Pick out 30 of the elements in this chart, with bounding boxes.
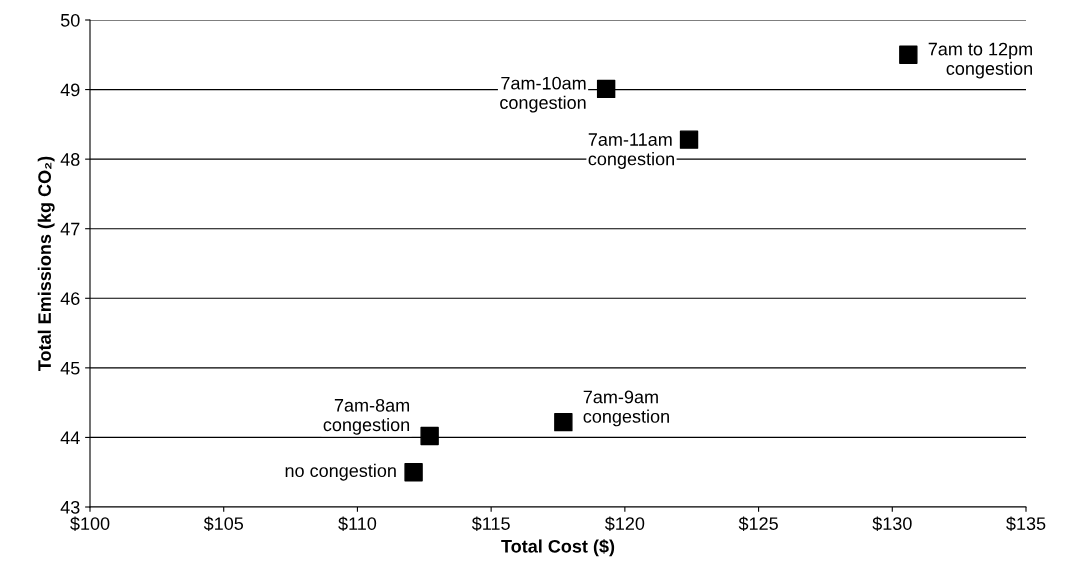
point [596,79,616,99]
annotation: 7am-10am congestion [500,76,586,113]
y-tick-label: 49 [60,83,80,97]
x-tick-label: $110 [338,516,377,532]
y-tick-label: 45 [60,361,80,375]
point [554,412,573,432]
annotation: 7am to 12pm congestion [928,42,1032,79]
x-tick-label: $115 [471,516,510,532]
y-tick-label: 43 [60,500,80,514]
x-tick-label: $135 [1006,516,1046,532]
y-tick-label: 50 [60,13,80,27]
x-tick-label: $105 [203,516,244,532]
y-tick-label: 47 [60,222,80,236]
x-tick-label: $125 [738,516,778,532]
y-tick-label: 46 [60,292,80,306]
annotation: 7am-11am congestion [588,133,674,169]
y-tick-label: 48 [60,153,80,166]
x-tick-label: $130 [872,516,912,532]
x-tick-label: $120 [604,516,645,532]
point [420,426,439,446]
x-axis-title: Total Cost ($) [501,539,615,557]
point [899,45,918,64]
point [404,463,423,482]
annotation: 7am-8am congestion [323,398,410,435]
y-axis-title: Total Emissions (kg CO₂) [37,156,55,371]
annotation: 7am-9am congestion [583,390,669,427]
annotation: no congestion [285,463,396,481]
point [679,130,699,149]
y-tick-label: 44 [60,431,80,444]
x-tick-label: $100 [70,516,110,532]
